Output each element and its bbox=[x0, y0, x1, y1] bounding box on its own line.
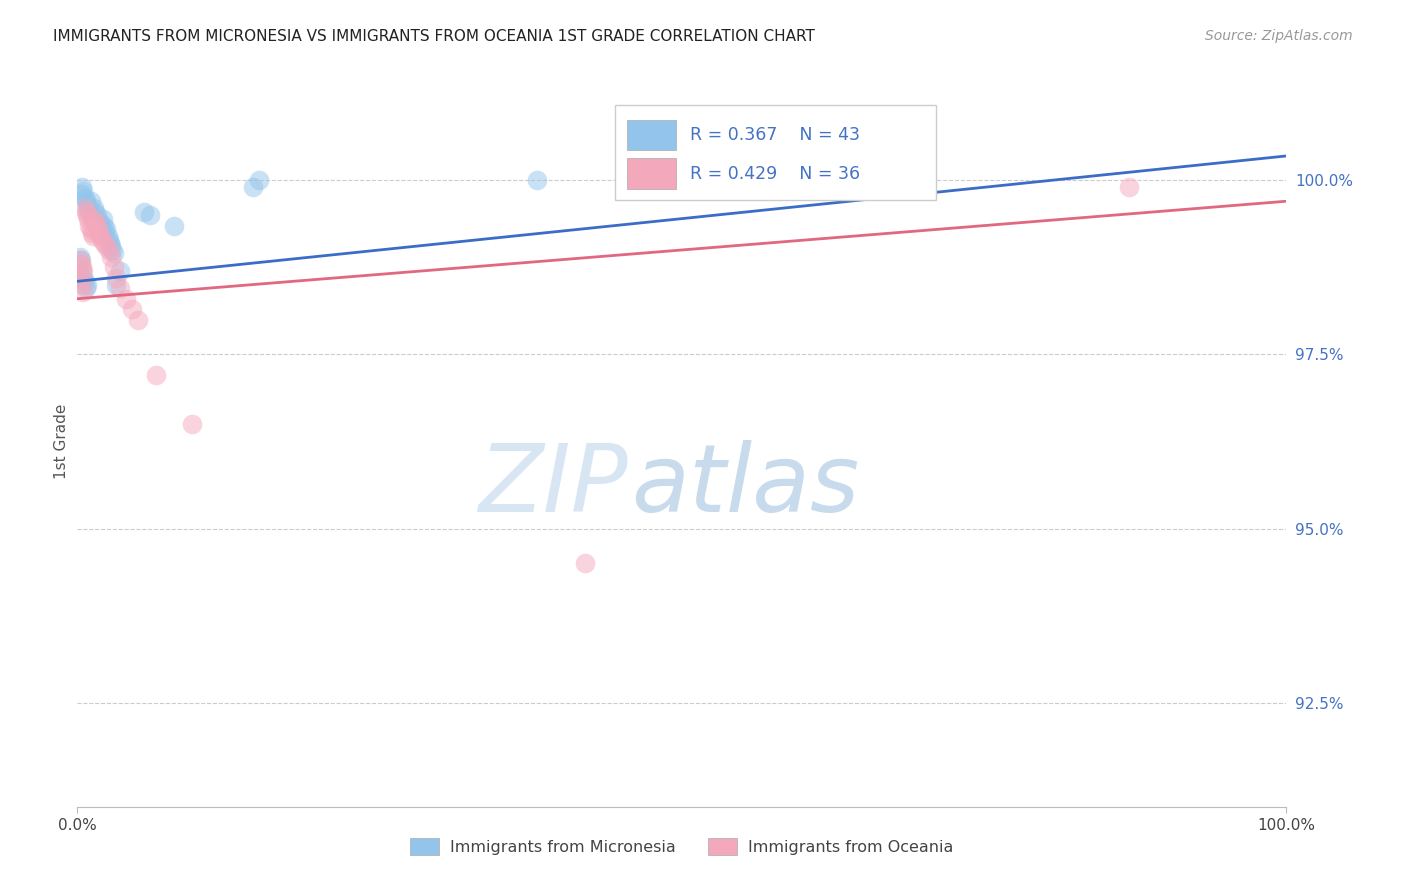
Point bbox=[139, 208, 162, 222]
Point bbox=[87, 215, 110, 229]
Point bbox=[70, 270, 93, 285]
Point bbox=[89, 229, 111, 244]
Point bbox=[108, 264, 131, 278]
Point bbox=[100, 250, 122, 264]
Point bbox=[96, 229, 118, 244]
Point bbox=[90, 222, 112, 236]
Point bbox=[93, 235, 115, 250]
Point bbox=[97, 243, 120, 257]
FancyBboxPatch shape bbox=[627, 120, 676, 151]
Point bbox=[132, 204, 155, 219]
Point bbox=[87, 219, 110, 233]
Point bbox=[79, 204, 101, 219]
Point bbox=[76, 197, 98, 211]
Y-axis label: 1st Grade: 1st Grade bbox=[53, 404, 69, 479]
Point bbox=[84, 204, 107, 219]
Point bbox=[87, 226, 110, 240]
Point bbox=[86, 208, 108, 222]
Point bbox=[96, 222, 118, 236]
Point bbox=[101, 243, 124, 257]
Text: R = 0.429    N = 36: R = 0.429 N = 36 bbox=[690, 165, 860, 183]
Point bbox=[69, 250, 91, 264]
Point bbox=[83, 211, 105, 226]
Point bbox=[97, 233, 120, 247]
Point bbox=[91, 211, 114, 226]
Point bbox=[163, 219, 186, 233]
Point bbox=[82, 229, 104, 244]
Point bbox=[181, 417, 204, 431]
Point bbox=[79, 222, 101, 236]
Point bbox=[82, 211, 104, 226]
Point bbox=[1118, 180, 1140, 194]
Text: R = 0.367    N = 43: R = 0.367 N = 43 bbox=[690, 126, 860, 145]
Point bbox=[77, 201, 100, 215]
Point bbox=[127, 312, 149, 326]
Point bbox=[100, 239, 122, 253]
Point bbox=[70, 180, 93, 194]
Text: Source: ZipAtlas.com: Source: ZipAtlas.com bbox=[1205, 29, 1353, 43]
Point bbox=[80, 208, 103, 222]
Point bbox=[73, 201, 96, 215]
Point bbox=[98, 235, 121, 250]
Point bbox=[526, 173, 548, 187]
Point bbox=[108, 281, 131, 295]
Point bbox=[70, 253, 93, 268]
Point bbox=[105, 277, 128, 292]
Point bbox=[96, 239, 118, 253]
Point bbox=[73, 191, 96, 205]
Point bbox=[80, 226, 103, 240]
Point bbox=[72, 285, 94, 299]
Point bbox=[75, 194, 97, 209]
Point bbox=[77, 211, 100, 226]
Point bbox=[86, 219, 108, 233]
Point bbox=[114, 292, 136, 306]
Point bbox=[90, 233, 112, 247]
Point bbox=[75, 204, 97, 219]
FancyBboxPatch shape bbox=[627, 159, 676, 189]
Point bbox=[79, 194, 101, 209]
Point bbox=[89, 215, 111, 229]
Point bbox=[145, 368, 167, 383]
Legend: Immigrants from Micronesia, Immigrants from Oceania: Immigrants from Micronesia, Immigrants f… bbox=[404, 832, 960, 862]
FancyBboxPatch shape bbox=[616, 105, 936, 200]
Point bbox=[72, 270, 94, 285]
Point bbox=[105, 270, 128, 285]
Text: ZIP: ZIP bbox=[478, 440, 627, 531]
Point bbox=[83, 201, 105, 215]
Point bbox=[84, 215, 107, 229]
Point bbox=[94, 226, 117, 240]
Point bbox=[70, 257, 93, 271]
Point bbox=[70, 264, 93, 278]
Point bbox=[103, 260, 125, 275]
Point bbox=[87, 222, 110, 236]
Point bbox=[69, 253, 91, 268]
Point bbox=[73, 274, 96, 288]
Point bbox=[70, 260, 93, 275]
Point bbox=[103, 246, 125, 260]
Point bbox=[72, 184, 94, 198]
Point bbox=[121, 302, 143, 317]
Point bbox=[75, 281, 97, 295]
Point bbox=[76, 208, 98, 222]
Point bbox=[242, 180, 264, 194]
Point bbox=[76, 277, 98, 292]
Point bbox=[72, 264, 94, 278]
Point bbox=[93, 219, 115, 233]
Point bbox=[79, 219, 101, 233]
Point bbox=[70, 187, 93, 202]
Text: IMMIGRANTS FROM MICRONESIA VS IMMIGRANTS FROM OCEANIA 1ST GRADE CORRELATION CHAR: IMMIGRANTS FROM MICRONESIA VS IMMIGRANTS… bbox=[53, 29, 815, 44]
Point bbox=[574, 557, 596, 571]
Point bbox=[70, 277, 93, 292]
Text: atlas: atlas bbox=[631, 440, 859, 531]
Point bbox=[247, 173, 270, 187]
